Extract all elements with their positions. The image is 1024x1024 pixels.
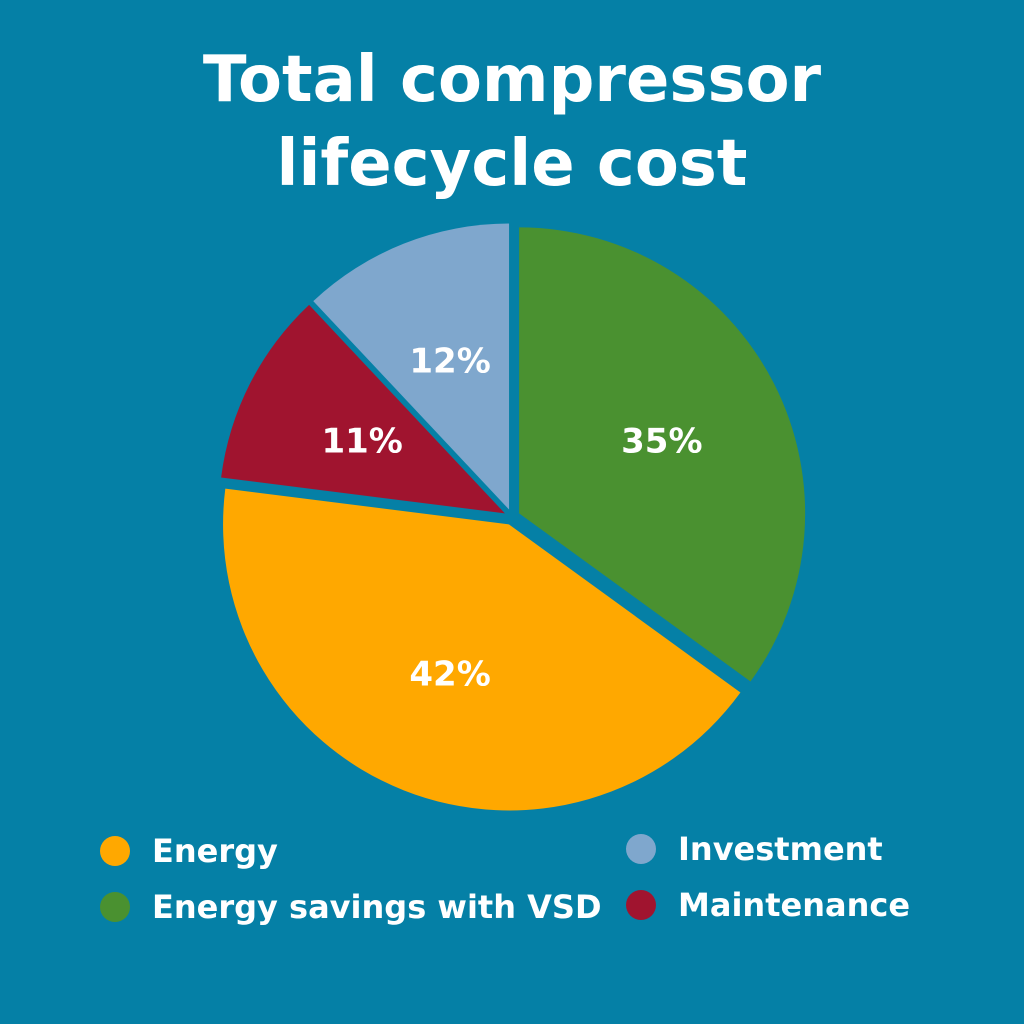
- legend: Energy Energy savings with VSD Investmen…: [100, 830, 960, 942]
- legend-swatch: [626, 890, 656, 920]
- legend-swatch: [626, 834, 656, 864]
- legend-label: Investment: [678, 830, 883, 868]
- legend-item-energy: Energy: [100, 832, 278, 870]
- legend-item-investment: Investment: [626, 830, 883, 868]
- slice-label: 35%: [621, 422, 702, 462]
- title-line-1: Total compressor: [202, 43, 822, 117]
- pie-slice-energy: [223, 488, 741, 811]
- chart-title: Total compressor lifecycle cost: [0, 38, 1024, 206]
- legend-label: Energy: [152, 832, 278, 870]
- slice-label: 42%: [409, 654, 490, 694]
- legend-swatch: [100, 892, 130, 922]
- legend-item-energy-savings: Energy savings with VSD: [100, 888, 602, 926]
- title-line-2: lifecycle cost: [276, 127, 748, 201]
- pie-slice-energy-savings-with-vsd: [519, 227, 806, 682]
- legend-label: Maintenance: [678, 886, 911, 924]
- slice-label: 12%: [409, 342, 490, 382]
- pie-slice-investment: [313, 223, 510, 510]
- legend-label: Energy savings with VSD: [152, 888, 602, 926]
- legend-item-maintenance: Maintenance: [626, 886, 910, 924]
- slice-label: 11%: [321, 422, 402, 462]
- pie-slice-maintenance: [221, 304, 505, 514]
- legend-swatch: [100, 836, 130, 866]
